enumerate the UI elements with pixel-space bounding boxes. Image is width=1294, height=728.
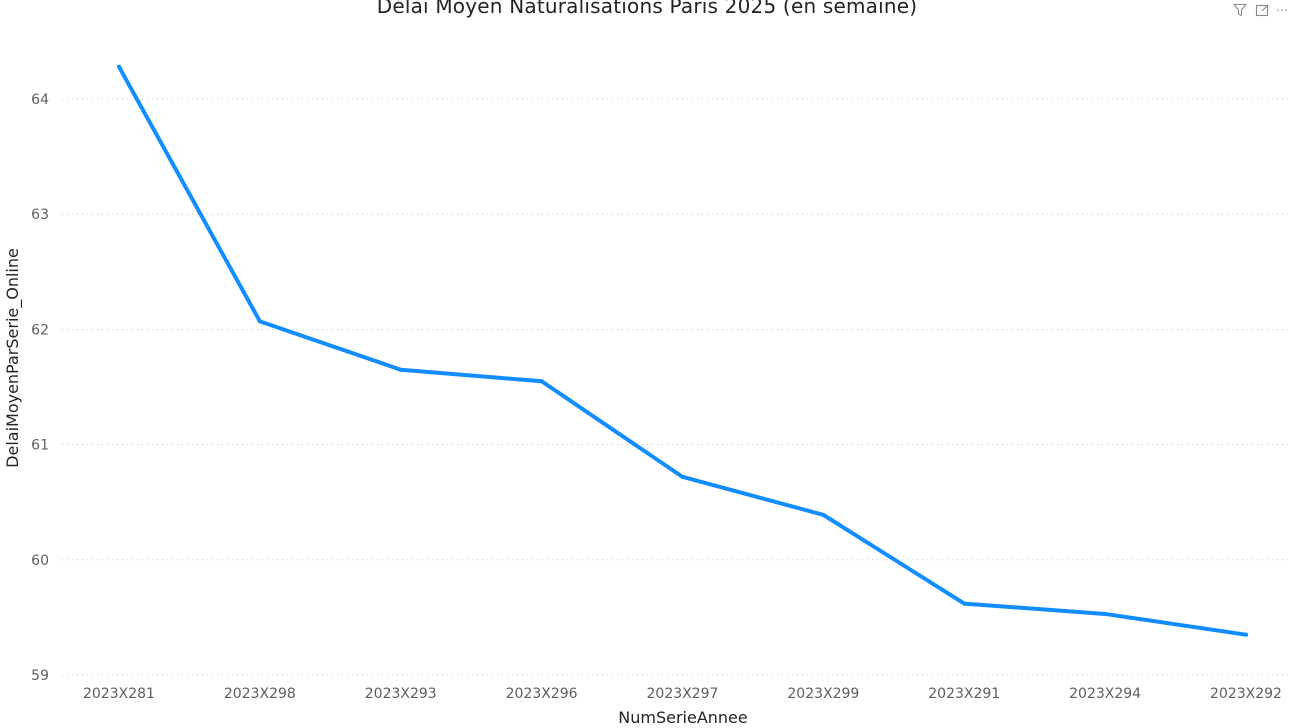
y-tick-label: 59 [31,668,49,684]
focus-mode-icon[interactable] [1254,2,1270,18]
visual-header-icons: ⋯ [1232,0,1288,20]
data-point[interactable] [962,601,967,606]
data-point[interactable] [539,379,544,384]
y-tick-label: 60 [31,553,49,569]
data-point[interactable] [821,512,826,517]
x-axis-title: NumSerieAnnee [618,708,747,727]
data-point[interactable] [257,319,262,324]
y-axis-title: DelaiMoyenParSerie_Online [3,248,23,468]
x-tick-label: 2023X296 [506,686,578,702]
x-tick-label: 2023X291 [928,686,1000,702]
y-tick-label: 62 [31,322,49,338]
data-point[interactable] [680,474,685,479]
series-line[interactable] [117,64,1248,637]
chart-title: Délai Moyen Naturalisations Paris 2025 (… [376,0,918,18]
data-point[interactable] [117,64,121,69]
y-tick-label: 64 [31,92,49,108]
y-tick-label: 63 [31,207,49,223]
more-options-icon[interactable]: ⋯ [1276,3,1288,17]
data-point[interactable] [1103,611,1108,616]
x-tick-label: 2023X294 [1069,686,1141,702]
x-tick-label: 2023X281 [83,686,155,702]
y-tick-label: 61 [31,438,49,454]
filter-icon[interactable] [1232,2,1248,18]
x-tick-label: 2023X299 [787,686,859,702]
data-point[interactable] [398,367,403,372]
x-tick-label: 2023X293 [365,686,437,702]
x-tick-label: 2023X297 [647,686,719,702]
x-tick-label: 2023X292 [1210,686,1282,702]
x-tick-label: 2023X298 [224,686,296,702]
data-point[interactable] [1244,632,1248,637]
